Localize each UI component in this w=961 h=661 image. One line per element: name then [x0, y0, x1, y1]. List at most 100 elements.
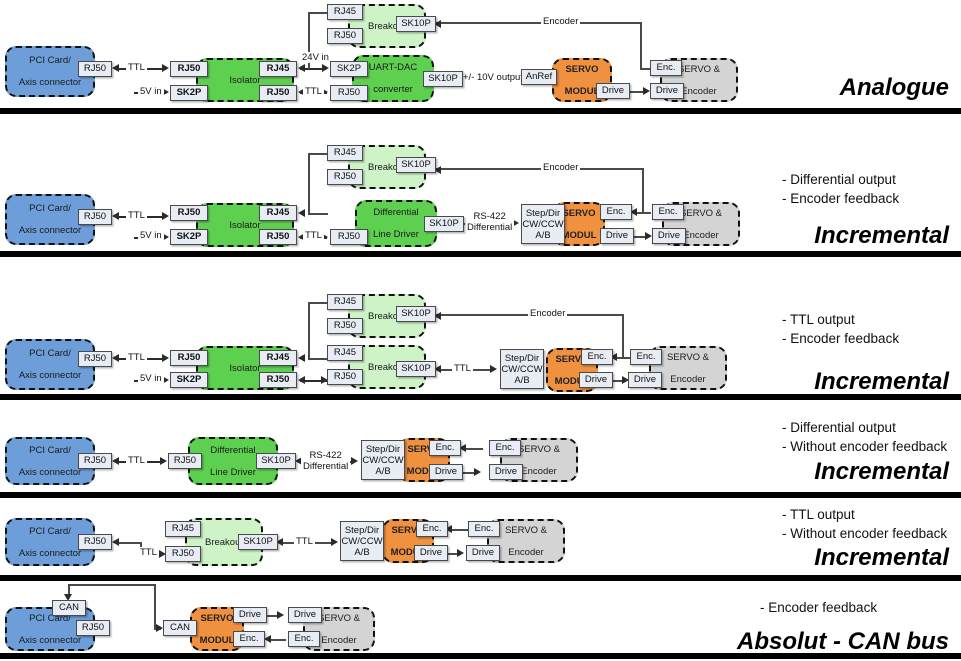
pin-enc: Enc.: [233, 631, 265, 647]
wire-drive: [629, 91, 647, 93]
wire-label-ttl: TTL: [294, 536, 315, 547]
pin-rj50: RJ50: [170, 61, 208, 77]
breakout-label: Breakout: [367, 20, 407, 32]
servo-encoder-label: SERVO & Encoder: [677, 63, 721, 97]
pin-sk10p: SK10P: [396, 16, 436, 32]
arrowhead: [630, 208, 637, 216]
pin-rj45: RJ45: [327, 4, 363, 20]
bullet-item: - Without encoder feedback: [782, 526, 948, 541]
bullet-item: - TTL output: [782, 312, 855, 327]
arrowhead: [264, 635, 271, 643]
arrowhead: [159, 550, 166, 558]
arrowhead: [434, 365, 441, 373]
pin-rj50: RJ50: [330, 229, 368, 245]
pin-anref: AnRef: [521, 69, 557, 85]
arrowhead: [162, 233, 169, 241]
wire-label-encoder: Encoder: [541, 162, 581, 173]
wire-label-ttl: TTL: [303, 86, 324, 97]
wire-label-encoder: Encoder: [541, 16, 581, 27]
pin-rj50: RJ50: [327, 369, 363, 385]
section-divider: [0, 393, 961, 401]
section-divider: [0, 107, 961, 115]
section-divider: [0, 250, 961, 258]
pin-rj45: RJ45: [259, 61, 297, 77]
arrowhead: [298, 209, 305, 217]
row-bullets: - Encoder feedback: [760, 598, 877, 617]
wire-label-encoder: Encoder: [528, 308, 568, 319]
wire-label-ttl: TTL: [452, 363, 473, 374]
isolator-label: Isolator: [229, 74, 261, 86]
wire-encoder-v: [622, 314, 624, 358]
pin-rj50: RJ50: [259, 85, 297, 101]
pin-sk10p: SK10P: [238, 534, 278, 550]
wire-encoder-to-enc: [640, 68, 652, 70]
category-title: Analogue: [839, 74, 949, 101]
wire-24v: [300, 68, 326, 70]
arrowhead: [162, 354, 169, 362]
wire-label-ttl: TTL: [126, 62, 147, 73]
wire-drive: [447, 553, 461, 555]
pin-stepdir: Step/Dir CW/CCW A/B: [340, 521, 384, 561]
bullet-item: - Encoder feedback: [760, 600, 878, 615]
section-divider: [0, 574, 961, 582]
arrowhead: [512, 219, 519, 227]
arrowhead: [298, 88, 305, 96]
pin-drive: Drive: [233, 607, 267, 623]
wire-enc: [268, 639, 286, 641]
uart-dac-label: UART-DAC converter: [368, 62, 418, 95]
arrowhead: [112, 538, 119, 546]
wire-label-rs422: RS-422 Differential: [465, 211, 515, 233]
arrowhead: [321, 88, 328, 96]
arrowhead: [156, 624, 163, 632]
wire-encoder-h: [436, 22, 641, 24]
arrowhead: [351, 457, 358, 465]
arrowhead: [295, 457, 302, 465]
pin-drive: Drive: [652, 228, 686, 244]
servo-encoder-box: SERVO & Encoder: [649, 346, 727, 390]
arrowhead: [331, 538, 338, 546]
wire-branch-up: [308, 153, 310, 214]
arrowhead: [162, 212, 169, 220]
arrowhead: [298, 64, 305, 72]
pin-stepdir: Step/Dir CW/CCW A/B: [361, 440, 405, 480]
wire-drive: [266, 615, 280, 617]
wire-branch-up: [308, 302, 310, 359]
pin-sk10p: SK10P: [396, 157, 436, 173]
wire-label-analog-output: +/- 10V output: [461, 72, 525, 83]
arrowhead: [112, 212, 119, 220]
pin-drive: Drive: [596, 83, 630, 99]
category-title: Incremental: [814, 222, 949, 249]
wire-encoder-v: [640, 22, 642, 68]
pin-rj50: RJ50: [259, 372, 297, 388]
pin-sk10p: SK10P: [396, 306, 436, 322]
wire-drive: [633, 236, 649, 238]
row-bullets: - Differential output - Encoder feedback: [782, 170, 899, 208]
wire-encoder-h: [436, 168, 643, 170]
arrowhead: [276, 538, 283, 546]
pin-enc: Enc.: [416, 521, 448, 537]
pin-enc: Enc.: [630, 349, 662, 365]
wire-branch: [308, 358, 328, 360]
arrowhead: [112, 354, 119, 362]
pin-rj50: RJ50: [168, 453, 202, 469]
pin-rj50: RJ50: [259, 229, 297, 245]
pin-rj50: RJ50: [78, 61, 112, 77]
bullet-item: - Differential output: [782, 172, 896, 187]
pin-rj50: RJ50: [170, 205, 208, 221]
arrowhead: [298, 354, 305, 362]
pin-enc: Enc.: [429, 440, 461, 456]
pin-stepdir: Step/Dir CW/CCW A/B: [521, 204, 565, 244]
pin-can: CAN: [163, 620, 197, 636]
section-divider: [0, 491, 961, 499]
pin-drive: Drive: [628, 372, 662, 388]
arrowhead: [474, 468, 481, 476]
wire-label-ttl: TTL: [126, 352, 147, 363]
servo-modul-label: SERVO MODUL: [564, 63, 600, 97]
pin-sk10p: SK10P: [256, 453, 296, 469]
pin-enc: Enc.: [489, 440, 521, 456]
category-title: Incremental: [814, 544, 949, 571]
wire-elbow-top: [116, 542, 142, 544]
arrowhead: [162, 376, 169, 384]
row-bullets: - Differential output - Without encoder …: [782, 418, 947, 456]
pci-card-label: PCI Card/ Axis connector: [18, 55, 82, 88]
